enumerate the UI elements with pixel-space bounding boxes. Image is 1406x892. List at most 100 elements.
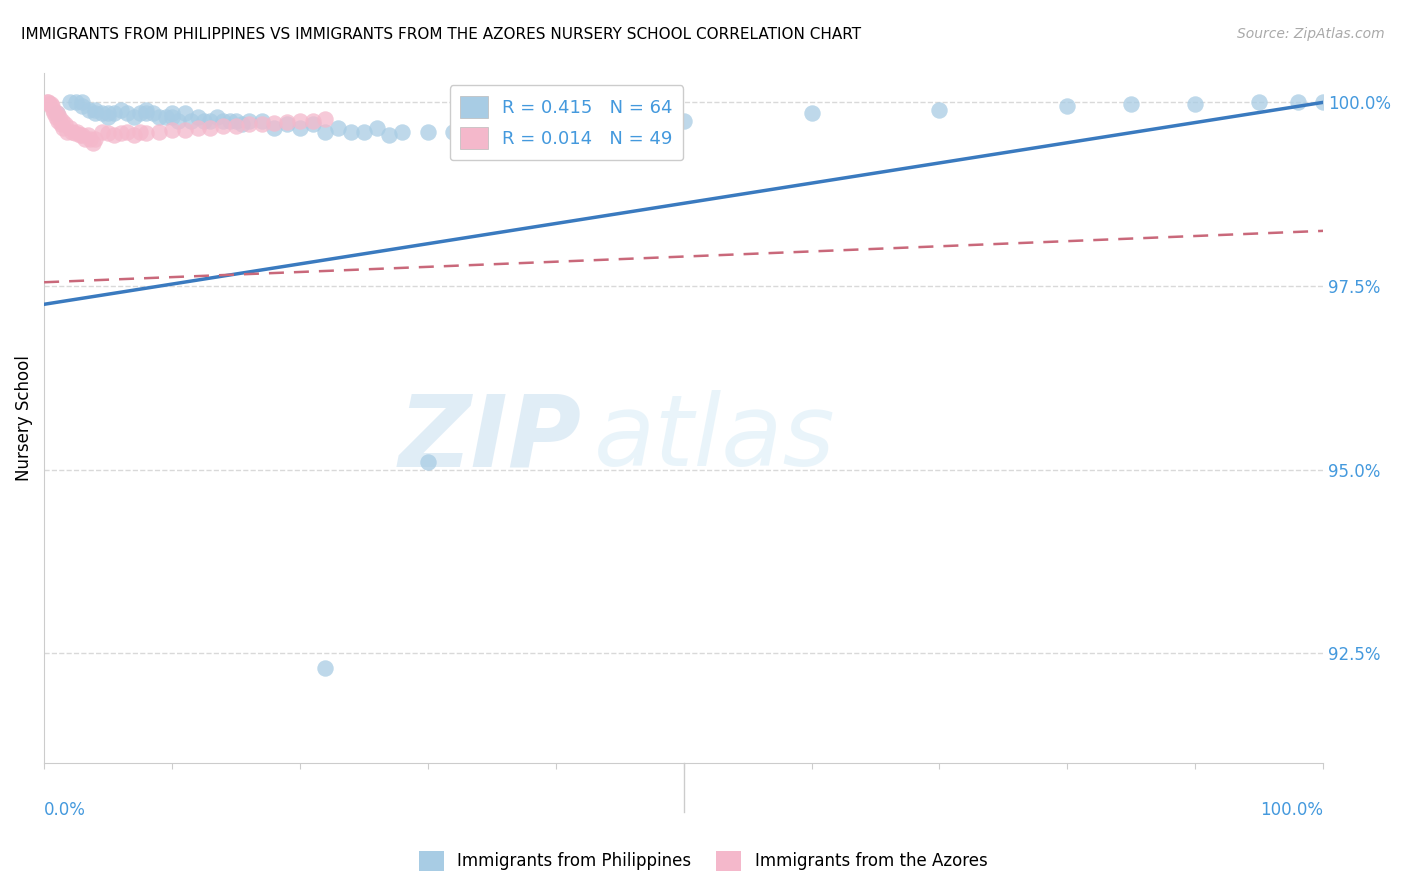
- Point: [212, 113, 235, 128]
- Point: [117, 106, 139, 120]
- Point: [800, 106, 823, 120]
- Point: [1312, 95, 1334, 110]
- Point: [193, 113, 215, 128]
- Point: [167, 113, 190, 128]
- Point: [76, 128, 98, 143]
- Point: [315, 661, 337, 675]
- Point: [103, 106, 125, 120]
- Point: [77, 103, 100, 117]
- Point: [90, 125, 112, 139]
- Point: [84, 106, 107, 120]
- Point: [38, 96, 60, 111]
- Point: [66, 125, 89, 139]
- Point: [97, 106, 120, 120]
- Point: [218, 113, 240, 128]
- Point: [42, 103, 65, 117]
- Point: [82, 136, 104, 150]
- Point: [45, 110, 67, 124]
- Point: [51, 113, 73, 128]
- Point: [288, 113, 311, 128]
- Point: [129, 125, 152, 139]
- Point: [519, 121, 541, 136]
- Point: [148, 125, 170, 139]
- Text: 100.0%: 100.0%: [1260, 801, 1323, 819]
- Point: [1121, 96, 1143, 111]
- Point: [353, 125, 375, 139]
- Point: [122, 110, 145, 124]
- Point: [53, 117, 76, 131]
- Point: [340, 125, 363, 139]
- Point: [63, 126, 86, 140]
- Point: [72, 128, 94, 143]
- Point: [441, 125, 464, 139]
- Point: [160, 106, 183, 120]
- Point: [173, 122, 195, 136]
- Point: [1286, 95, 1309, 110]
- Point: [225, 119, 247, 133]
- Point: [52, 121, 75, 136]
- Point: [59, 121, 82, 136]
- Point: [59, 95, 82, 110]
- Point: [90, 106, 112, 120]
- Point: [187, 110, 209, 124]
- Point: [69, 128, 91, 143]
- Point: [416, 455, 439, 469]
- Point: [315, 125, 337, 139]
- Point: [72, 95, 94, 110]
- Point: [200, 113, 222, 128]
- Legend: R = 0.415   N = 64, R = 0.014   N = 49: R = 0.415 N = 64, R = 0.014 N = 49: [450, 86, 683, 161]
- Point: [288, 121, 311, 136]
- Point: [212, 119, 235, 133]
- Point: [1056, 99, 1078, 113]
- Point: [45, 106, 67, 120]
- Point: [416, 125, 439, 139]
- Point: [250, 117, 273, 131]
- Point: [79, 132, 101, 146]
- Text: Source: ZipAtlas.com: Source: ZipAtlas.com: [1237, 27, 1385, 41]
- Point: [84, 132, 107, 146]
- Point: [238, 113, 260, 128]
- Point: [173, 106, 195, 120]
- Legend: Immigrants from Philippines, Immigrants from the Azores: Immigrants from Philippines, Immigrants …: [411, 842, 995, 880]
- Point: [928, 103, 950, 117]
- Point: [200, 121, 222, 136]
- Point: [129, 106, 152, 120]
- Point: [481, 128, 503, 143]
- Text: ZIP: ZIP: [398, 391, 581, 487]
- Point: [44, 106, 66, 120]
- Point: [84, 103, 107, 117]
- Point: [225, 113, 247, 128]
- Point: [110, 126, 132, 140]
- Text: IMMIGRANTS FROM PHILIPPINES VS IMMIGRANTS FROM THE AZORES NURSERY SCHOOL CORRELA: IMMIGRANTS FROM PHILIPPINES VS IMMIGRANT…: [21, 27, 862, 42]
- Point: [180, 113, 202, 128]
- Point: [544, 125, 567, 139]
- Point: [155, 110, 177, 124]
- Y-axis label: Nursery School: Nursery School: [15, 355, 32, 481]
- Point: [103, 128, 125, 143]
- Point: [609, 117, 631, 131]
- Point: [276, 117, 298, 131]
- Point: [37, 95, 59, 110]
- Point: [1249, 95, 1271, 110]
- Point: [160, 123, 183, 137]
- Point: [122, 128, 145, 143]
- Point: [49, 117, 72, 131]
- Text: atlas: atlas: [595, 391, 835, 487]
- Point: [315, 112, 337, 126]
- Point: [231, 117, 253, 131]
- Point: [263, 116, 285, 130]
- Point: [117, 125, 139, 139]
- Point: [35, 95, 58, 110]
- Point: [301, 117, 323, 131]
- Point: [366, 121, 388, 136]
- Point: [160, 110, 183, 124]
- Point: [672, 113, 695, 128]
- Point: [97, 110, 120, 124]
- Point: [56, 125, 79, 139]
- Point: [45, 106, 67, 120]
- Point: [238, 117, 260, 131]
- Point: [205, 110, 228, 124]
- Point: [135, 126, 157, 140]
- Point: [142, 106, 165, 120]
- Point: [328, 121, 350, 136]
